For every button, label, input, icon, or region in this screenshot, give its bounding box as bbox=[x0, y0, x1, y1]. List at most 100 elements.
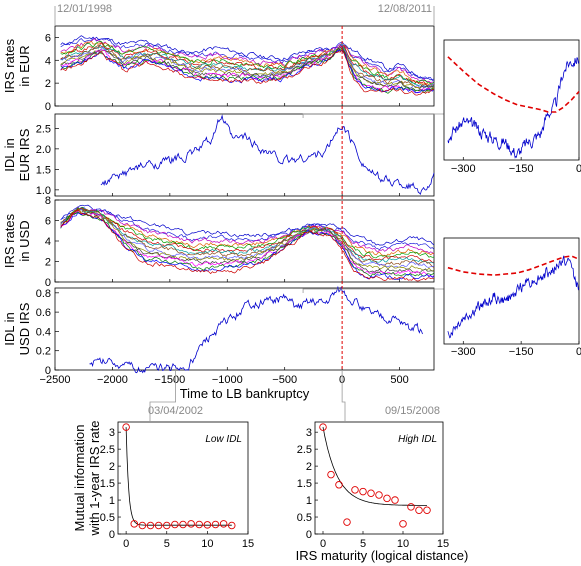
rate-series-line bbox=[60, 204, 435, 246]
mutual-information-point bbox=[187, 520, 195, 528]
subplot-y-tick-label: 0.5 bbox=[297, 512, 312, 524]
mutual-information-point bbox=[351, 486, 359, 494]
inset-blue-line bbox=[447, 57, 580, 159]
subplot-x-tick-label: 10 bbox=[397, 538, 409, 550]
date-label-end: 12/08/2011 bbox=[378, 3, 432, 15]
inset-blue-line bbox=[447, 255, 580, 339]
mutual-information-point bbox=[154, 521, 163, 530]
x-tick-label: −1000 bbox=[212, 374, 243, 386]
inset-x-tick-label: −150 bbox=[509, 163, 534, 175]
inset-x-tick-label: 0 bbox=[576, 163, 581, 175]
subplot-y-tick-label: 2 bbox=[109, 461, 115, 473]
subplot-y-tick-label: 1.5 bbox=[100, 478, 115, 490]
mutual-information-point bbox=[171, 520, 179, 529]
y-tick-label: 1.5 bbox=[36, 164, 51, 176]
rate-series-line bbox=[60, 46, 435, 94]
rate-series-line bbox=[60, 35, 435, 81]
y-tick-label: 0.6 bbox=[36, 307, 51, 319]
mutual-information-point bbox=[227, 521, 236, 530]
mutual-information-point bbox=[391, 496, 399, 504]
mutual-information-point bbox=[203, 521, 212, 529]
rate-series-line bbox=[60, 43, 435, 90]
x-tick-label: −2500 bbox=[40, 374, 71, 386]
subplot-frame-low bbox=[117, 421, 249, 535]
bottom-y-axis-label: with 1-year IRS rate bbox=[87, 421, 102, 537]
x-tick-label: −2000 bbox=[97, 374, 128, 386]
subplot-connector bbox=[341, 370, 346, 422]
subplot-date-label: 03/04/2002 bbox=[148, 405, 203, 417]
rate-series-line bbox=[60, 44, 435, 89]
mutual-information-point bbox=[146, 521, 155, 530]
panel-frame-usd-idl bbox=[54, 287, 435, 371]
fitted-curve bbox=[125, 427, 232, 526]
subplot-x-tick-label: 5 bbox=[360, 538, 366, 550]
y-tick-label: 2 bbox=[45, 78, 51, 90]
inset-frame-eur bbox=[443, 39, 580, 161]
y-tick-label: 0.4 bbox=[36, 326, 51, 338]
y-tick-label: 2 bbox=[45, 257, 51, 269]
rate-series-line bbox=[60, 38, 435, 84]
x-tick-label: 500 bbox=[390, 374, 408, 386]
subplot-x-tick-label: 10 bbox=[201, 538, 213, 550]
subplot-x-tick-label: 5 bbox=[164, 538, 170, 550]
subplot-y-tick-label: 1 bbox=[306, 495, 312, 507]
inset-x-tick-label: −300 bbox=[451, 163, 476, 175]
y-tick-label: 2.5 bbox=[36, 123, 51, 135]
mutual-information-point bbox=[195, 520, 203, 529]
subplot-frame-high bbox=[314, 421, 444, 535]
rate-series-line bbox=[60, 206, 435, 259]
subplot-y-tick-label: 0 bbox=[306, 529, 312, 541]
rate-series-line bbox=[60, 207, 435, 263]
x-tick-label: −500 bbox=[272, 374, 297, 386]
subplot-y-tick-label: 3 bbox=[306, 427, 312, 439]
mutual-information-point bbox=[122, 423, 130, 431]
y-tick-label: 0 bbox=[45, 101, 51, 113]
y-axis-label: in USD bbox=[17, 220, 32, 261]
y-tick-label: 1.0 bbox=[36, 185, 51, 197]
mutual-information-point bbox=[179, 520, 187, 529]
subplot-y-tick-label: 2.5 bbox=[297, 444, 312, 456]
bottom-x-axis-label: IRS maturity (logical distance) bbox=[296, 548, 469, 563]
mutual-information-point bbox=[219, 520, 228, 528]
subplot-y-tick-label: 2 bbox=[306, 461, 312, 473]
y-axis-label: IRS rates bbox=[2, 38, 17, 93]
mutual-information-point bbox=[375, 491, 383, 499]
y-tick-label: 4 bbox=[45, 55, 51, 67]
rate-series-line bbox=[60, 212, 435, 280]
y-tick-label: 2.0 bbox=[36, 144, 51, 156]
mutual-information-point bbox=[343, 518, 351, 526]
y-axis-label: EUR IRS bbox=[17, 128, 32, 181]
inset-x-tick-label: −300 bbox=[451, 346, 476, 358]
rate-series-line bbox=[60, 42, 435, 88]
panel-frame-eur-idl bbox=[54, 113, 435, 197]
subplot-y-tick-label: 0 bbox=[109, 529, 115, 541]
usd-inset-callout bbox=[302, 288, 444, 293]
subplot-annotation: Low IDL bbox=[205, 434, 242, 445]
y-axis-label: IRS rates bbox=[2, 213, 17, 268]
subplot-y-tick-label: 1.5 bbox=[297, 478, 312, 490]
subplot-x-tick-label: 15 bbox=[242, 538, 254, 550]
subplot-y-tick-label: 2.5 bbox=[100, 444, 115, 456]
y-tick-label: 0 bbox=[45, 365, 51, 377]
mutual-information-point bbox=[367, 489, 375, 498]
y-tick-label: 6 bbox=[45, 32, 51, 44]
mutual-information-point bbox=[327, 470, 335, 479]
rate-series-line bbox=[60, 207, 435, 255]
y-tick-label: 4 bbox=[45, 236, 51, 248]
mutual-information-point bbox=[319, 423, 327, 431]
rate-series-line bbox=[60, 211, 435, 277]
y-tick-label: 0.2 bbox=[36, 346, 51, 358]
mutual-information-point bbox=[211, 520, 220, 529]
mutual-information-point bbox=[383, 494, 391, 503]
inset-red-dashed-line bbox=[447, 56, 580, 113]
inset-red-dashed-line bbox=[447, 255, 580, 276]
mutual-information-point bbox=[335, 481, 343, 489]
idl-series-line bbox=[100, 114, 435, 196]
rate-series-line bbox=[60, 48, 435, 96]
subplot-y-tick-label: 0.5 bbox=[100, 512, 115, 524]
subplot-date-label: 09/15/2008 bbox=[385, 405, 440, 417]
panel-frame-usd-rates bbox=[54, 199, 435, 283]
y-tick-label: 0.8 bbox=[36, 288, 51, 300]
rate-series-line bbox=[60, 207, 435, 257]
